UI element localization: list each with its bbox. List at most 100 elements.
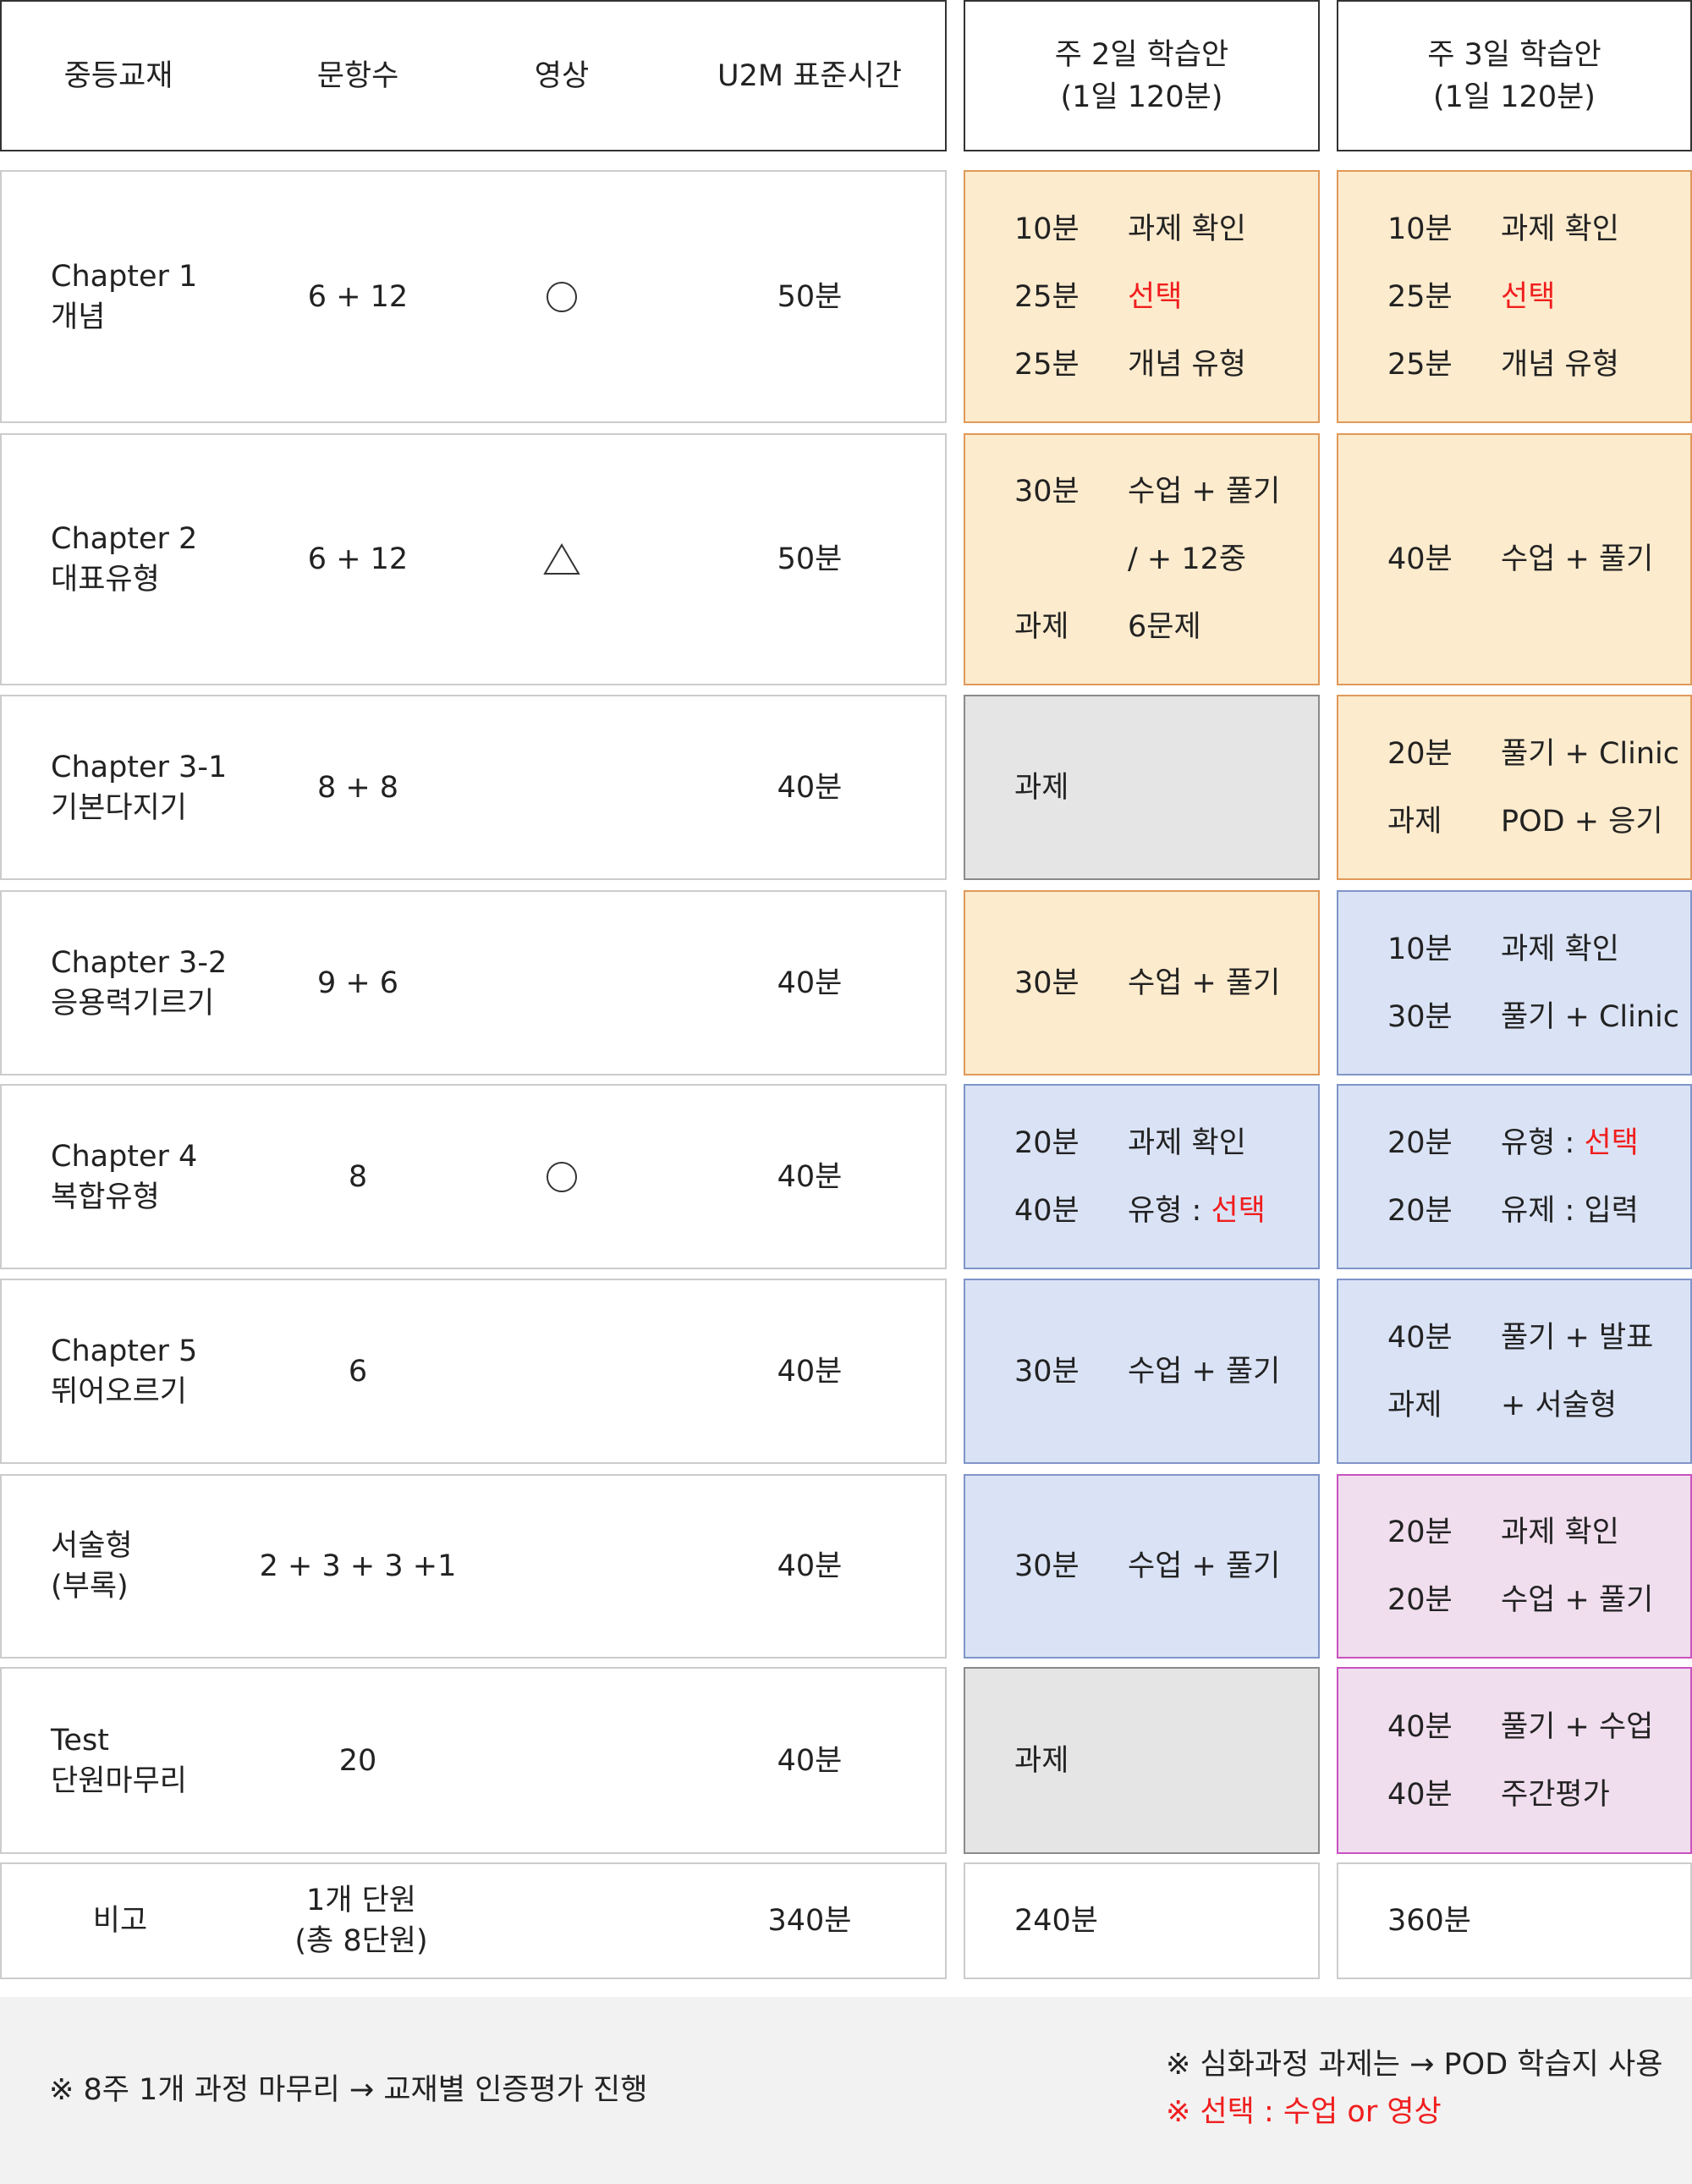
plan-activity-text: 유제 : 입력 xyxy=(1501,1193,1639,1228)
plan-activity: 주간평가 xyxy=(1501,1774,1610,1815)
plan-time: 과제 xyxy=(1387,1388,1442,1422)
plan-line: 20분 풀기 + Clinic xyxy=(1387,734,1690,774)
plan-activity: 유제 : 입력 xyxy=(1501,1191,1639,1231)
plan-activity-text: 과제 확인 xyxy=(1501,212,1619,246)
header-plan2-line: (1일 120분) xyxy=(1060,80,1223,114)
plan-activity: 수업 + 풀기 xyxy=(1128,1351,1280,1392)
plan-line: / + 12중 xyxy=(1014,539,1318,580)
plan-activity-text: 과제 확인 xyxy=(1128,212,1246,246)
plan-activity: 풀기 + Clinic xyxy=(1501,734,1679,774)
plan-activity-text: POD + 응기 xyxy=(1501,804,1663,839)
plan-activity-text: 풀기 + 발표 xyxy=(1501,1320,1654,1355)
plan-activity-text: 과제 확인 xyxy=(1501,932,1619,966)
plan3-cell: 40분 풀기 + 수업 40분 주간평가 xyxy=(1337,1667,1692,1854)
summary-row: 비고 1개 단원 (총 8단원) 340분 xyxy=(0,1862,947,1979)
plan-line: 20분 수업 + 풀기 xyxy=(1387,1580,1690,1620)
footer-note-left: ※ 8주 1개 과정 마무리 → 교재별 인증평가 진행 xyxy=(49,2073,648,2107)
row-main: Chapter 4 복합유형 8 40분 xyxy=(0,1084,947,1269)
plan-activity-text: 과제 확인 xyxy=(1501,1516,1619,1549)
plan-activity-text: 풀기 + 수업 xyxy=(1501,1709,1654,1744)
plan-line: 30분 수업 + 풀기 xyxy=(1014,1351,1318,1392)
plan2-cell: 30분 수업 + 풀기 xyxy=(964,1279,1320,1464)
standard-time: 40분 xyxy=(777,1354,843,1389)
plan-activity-text: 유형 : xyxy=(1501,1125,1585,1160)
plan2-cell: 30분 수업 + 풀기 xyxy=(964,1474,1320,1659)
plan-time: 25분 xyxy=(1014,347,1079,382)
chapter-name: Chapter 2 xyxy=(51,522,198,556)
plan-line: 과제 POD + 응기 xyxy=(1387,801,1690,842)
plan-activity: 개념 유형 xyxy=(1501,344,1619,385)
plan-line: 40분 주간평가 xyxy=(1387,1774,1690,1815)
plan2-cell: 30분 수업 + 풀기 xyxy=(964,890,1320,1075)
summary-label: 비고 xyxy=(92,1904,148,1938)
plan-activity: 선택 xyxy=(1501,277,1555,317)
chapter-subtitle: 대표유형 xyxy=(51,563,160,597)
standard-time: 40분 xyxy=(777,770,843,805)
plan-line: 40분 풀기 + 수업 xyxy=(1387,1707,1690,1747)
plan3-cell: 20분 풀기 + Clinic 과제 POD + 응기 xyxy=(1337,695,1692,880)
plan-activity: 수업 + 풀기 xyxy=(1501,1580,1653,1620)
plan-time: 40분 xyxy=(1014,1193,1079,1228)
plan-activity: 풀기 + 발표 xyxy=(1501,1318,1653,1358)
plan-time: 10분 xyxy=(1387,212,1453,246)
circle-icon xyxy=(547,1161,577,1192)
plan-time: 과제 xyxy=(1014,1743,1069,1778)
plan-line: 40분 유형 : 선택 xyxy=(1014,1191,1318,1231)
plan3-cell: 10분 과제 확인 30분 풀기 + Clinic xyxy=(1337,890,1692,1075)
header-video: 영상 xyxy=(534,58,590,93)
plan2-cell: 20분 과제 확인 40분 유형 : 선택 xyxy=(964,1084,1320,1269)
chapter-subtitle: 복합유형 xyxy=(51,1180,160,1214)
plan-time: 30분 xyxy=(1014,1549,1079,1583)
plan-activity: + 서술형 xyxy=(1501,1385,1617,1426)
plan-activity: 수업 + 풀기 xyxy=(1128,1546,1280,1587)
plan-activity: 수업 + 풀기 xyxy=(1501,539,1653,580)
plan-activity: 과제 확인 xyxy=(1501,1512,1619,1553)
item-count: 8 + 8 xyxy=(316,770,399,805)
header-plan2-line: 주 2일 학습안 xyxy=(1054,37,1229,72)
plan-activity-text: 선택 xyxy=(1501,279,1556,314)
plan-activity-text: 수업 + 풀기 xyxy=(1128,475,1281,509)
plan-activity-text: 수업 + 풀기 xyxy=(1128,1354,1281,1389)
plan-activity-text: 선택 xyxy=(1128,279,1183,314)
plan-line: 10분 과제 확인 xyxy=(1387,209,1690,250)
plan-time: 40분 xyxy=(1387,1777,1453,1812)
plan-time: 과제 xyxy=(1014,610,1069,644)
summary-items: (총 8단원) xyxy=(294,1924,428,1958)
row-main: 서술형 (부록) 2 + 3 + 3 +1 40분 xyxy=(0,1474,947,1659)
chapter-subtitle: 응용력기르기 xyxy=(51,986,215,1020)
summary-plan3-value: 360분 xyxy=(1387,1904,1472,1938)
plan-time: 20분 xyxy=(1387,1125,1453,1160)
plan-line: 25분 선택 xyxy=(1387,277,1690,317)
plan-activity: / + 12중 xyxy=(1128,539,1246,580)
header-plan3-line: (1일 120분) xyxy=(1433,80,1596,114)
chapter-name: Chapter 1 xyxy=(51,259,198,294)
plan-activity: 수업 + 풀기 xyxy=(1128,471,1280,512)
plan-line: 과제 xyxy=(1014,767,1318,808)
plan-time: 25분 xyxy=(1387,347,1453,382)
item-count: 6 + 12 xyxy=(307,279,409,314)
plan-line: 30분 수업 + 풀기 xyxy=(1014,963,1318,1004)
plan-activity: 과제 확인 xyxy=(1501,929,1619,970)
standard-time: 40분 xyxy=(777,965,843,1000)
plan-line: 25분 개념 유형 xyxy=(1014,344,1318,385)
plan-line: 25분 선택 xyxy=(1014,277,1318,317)
plan-activity-text: 수업 + 풀기 xyxy=(1501,1583,1654,1617)
plan-time: 30분 xyxy=(1014,965,1079,1000)
plan-time: 20분 xyxy=(1387,1193,1453,1228)
plan-line: 30분 풀기 + Clinic xyxy=(1387,997,1690,1037)
plan3-cell: 40분 수업 + 풀기 xyxy=(1337,433,1692,685)
summary-plan3: 360분 xyxy=(1337,1862,1692,1979)
plan-time: 40분 xyxy=(1387,1320,1453,1355)
item-count: 6 + 12 xyxy=(307,542,409,576)
standard-time: 50분 xyxy=(777,279,843,314)
plan-time: 과제 xyxy=(1014,770,1069,805)
plan-activity: 과제 확인 xyxy=(1128,1123,1246,1164)
plan-activity-text: 수업 + 풀기 xyxy=(1128,965,1281,1000)
plan3-cell: 20분 과제 확인 20분 수업 + 풀기 xyxy=(1337,1474,1692,1659)
chapter-name: Test xyxy=(51,1723,109,1758)
plan-activity: 개념 유형 xyxy=(1128,344,1246,385)
plan-line: 과제 + 서술형 xyxy=(1387,1385,1690,1426)
plan-activity-text: 주간평가 xyxy=(1501,1777,1610,1812)
chapter-subtitle: 기본다지기 xyxy=(51,790,188,825)
